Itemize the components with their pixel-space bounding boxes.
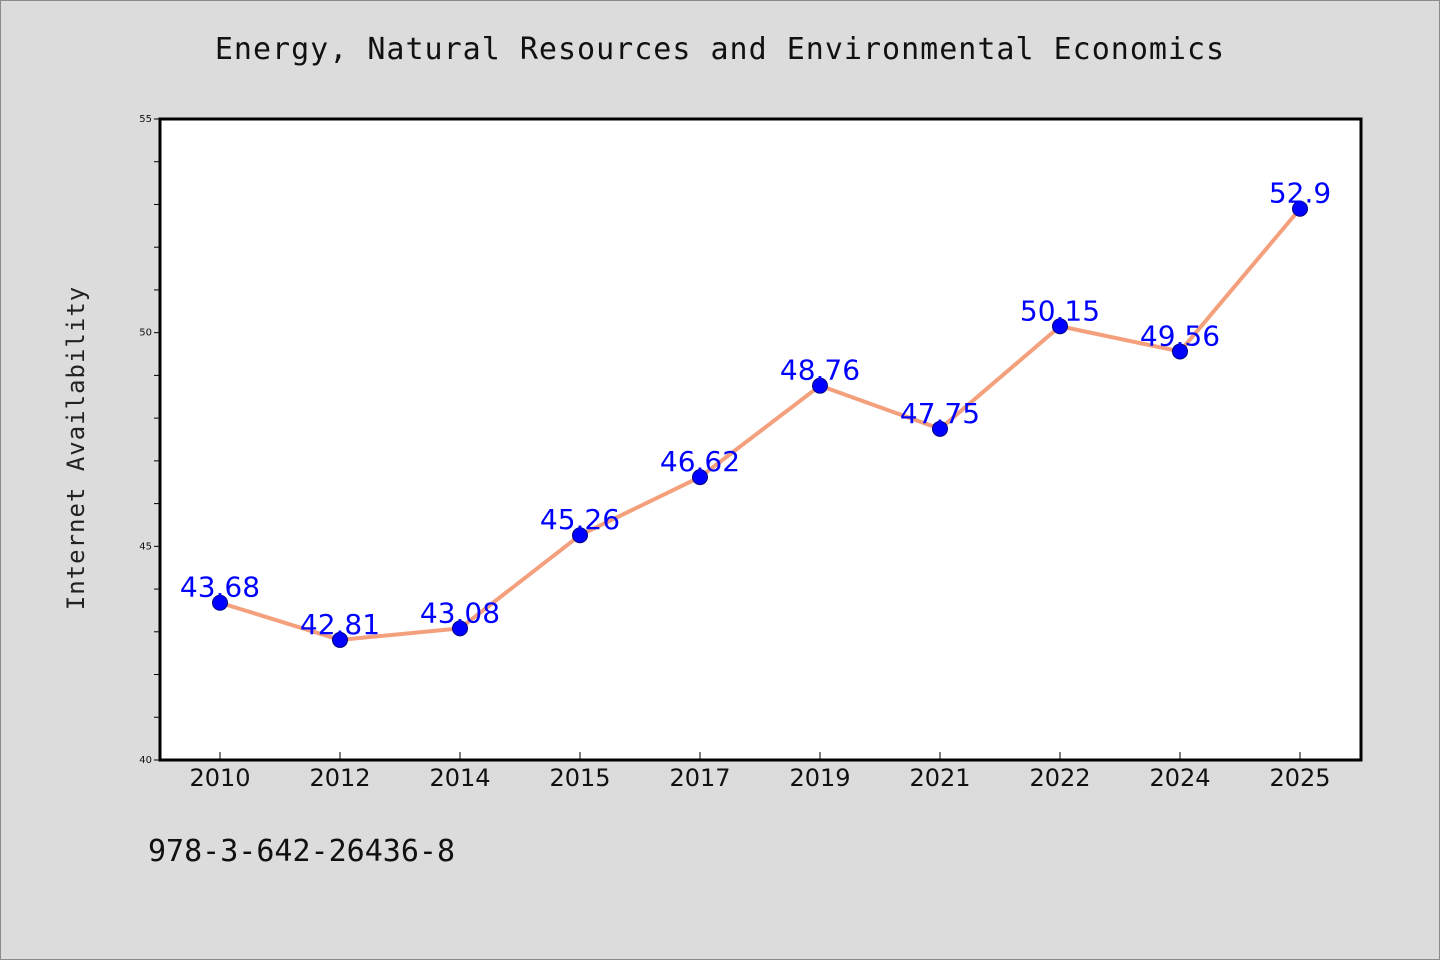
data-label-2022: 50.15 — [1020, 294, 1100, 327]
data-label-2024: 49.56 — [1140, 319, 1220, 352]
data-label-2012: 42.81 — [300, 608, 380, 641]
plot-area — [158, 117, 1363, 762]
data-point-2014 — [452, 620, 468, 637]
x-tick-label: 2010 — [189, 764, 250, 792]
x-tick-label: 2017 — [669, 764, 730, 792]
data-point-2024 — [1172, 343, 1188, 360]
data-point-2025 — [1292, 200, 1308, 217]
y-axis: 40 45 50 55 — [139, 114, 160, 766]
x-tick-label: 2024 — [1149, 764, 1210, 792]
data-point-2010 — [212, 594, 228, 611]
data-point-2021 — [932, 420, 948, 437]
x-tick-label: 2025 — [1269, 764, 1330, 792]
x-tick-label: 2022 — [1029, 764, 1090, 792]
y-tick-label: 55 — [139, 114, 152, 125]
data-label-2010: 43.68 — [180, 571, 260, 604]
y-tick-label: 40 — [139, 755, 152, 766]
x-axis: 2010 2012 2014 2015 2017 2019 2021 2022 2024 2025 — [189, 752, 1331, 792]
x-tick-label: 2012 — [309, 764, 370, 792]
chart-title: Energy, Natural Resources and Environmen… — [214, 32, 1226, 67]
series-layer: 43.68 42.81 43.08 45.26 46.62 48.76 47.75 50.15… — [180, 177, 1331, 648]
y-tick-label: 45 — [139, 541, 152, 552]
data-label-2019: 48.76 — [780, 354, 860, 387]
x-tick-label: 2014 — [429, 764, 490, 792]
y-tick-label: 50 — [139, 328, 152, 339]
data-point-2015 — [572, 527, 588, 544]
data-point-2017 — [692, 469, 708, 486]
data-label-2015: 45.26 — [540, 503, 620, 536]
data-label-2025: 52.9 — [1269, 177, 1331, 210]
x-tick-label: 2015 — [549, 764, 610, 792]
x-tick-label: 2019 — [789, 764, 850, 792]
isbn-text: 978-3-642-26436-8 — [148, 834, 456, 869]
data-point-2012 — [332, 631, 348, 648]
data-label-2014: 43.08 — [420, 596, 500, 629]
data-label-2017: 46.62 — [660, 445, 740, 478]
x-tick-label: 2021 — [909, 764, 970, 792]
data-point-2022 — [1052, 318, 1068, 335]
series-line — [219, 207, 1302, 642]
data-point-2019 — [812, 377, 828, 394]
data-label-2021: 47.75 — [900, 397, 980, 430]
